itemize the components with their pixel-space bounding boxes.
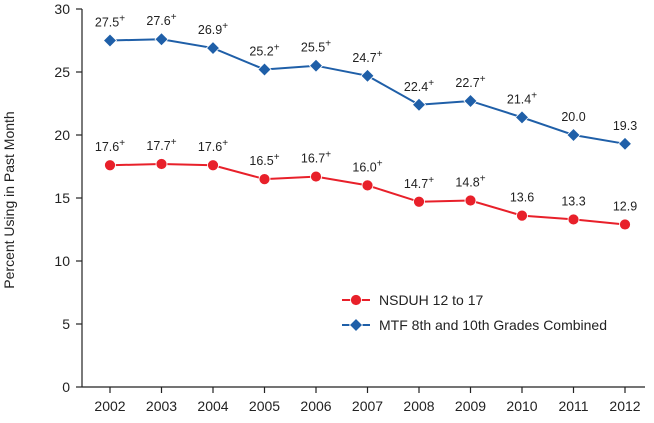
x-tick-label: 2008	[403, 398, 434, 414]
legend: NSDUH 12 to 17 MTF 8th and 10th Grades Co…	[342, 292, 607, 333]
y-tick-label: 25	[54, 64, 70, 80]
data-point	[411, 97, 427, 112]
x-tick-label: 2011	[558, 398, 588, 414]
data-label: 16.7+	[301, 150, 331, 166]
x-tick-label: 2002	[94, 398, 125, 414]
legend-item: MTF 8th and 10th Grades Combined	[342, 317, 607, 333]
data-point	[308, 58, 324, 73]
data-point	[463, 93, 478, 109]
legend-item: NSDUH 12 to 17	[342, 292, 483, 308]
data-point	[155, 158, 168, 170]
y-tick-label: 5	[62, 316, 70, 332]
y-tick-label: 30	[54, 1, 70, 17]
data-label: 16.0+	[352, 158, 382, 174]
data-point	[566, 127, 581, 143]
data-label: 17.6+	[95, 138, 125, 154]
y-tick-label: 10	[54, 253, 70, 269]
data-label: 26.9+	[198, 21, 228, 37]
legend-marker	[348, 317, 364, 333]
data-label: 12.9	[613, 199, 637, 213]
y-tick-label: 20	[54, 127, 70, 143]
data-label: 19.3	[613, 119, 637, 133]
data-label: 17.7+	[146, 137, 176, 153]
data-point	[361, 179, 374, 192]
data-point	[207, 159, 219, 172]
data-point	[413, 195, 425, 208]
series-nsduh	[104, 158, 631, 231]
data-label: 14.7+	[404, 175, 434, 191]
data-label: 13.3	[561, 194, 585, 208]
x-tick-label: 2012	[609, 398, 640, 414]
data-point	[205, 40, 221, 56]
data-point	[102, 33, 118, 48]
data-label: 24.7+	[352, 49, 382, 65]
series-layer	[102, 32, 633, 231]
data-label: 22.4+	[404, 78, 434, 94]
legend-label: NSDUH 12 to 17	[379, 292, 483, 308]
data-point	[516, 209, 528, 222]
data-point	[258, 173, 271, 186]
data-point	[464, 194, 477, 207]
data-labels-layer: 17.6+ 17.7+ 17.6+ 16.5+ 16.7+ 16.0+ 14.7+ 14.8+…	[95, 12, 637, 213]
data-point	[619, 218, 631, 231]
data-label: 25.2+	[249, 42, 279, 58]
x-tick-label: 2004	[197, 398, 228, 414]
y-tick-label: 0	[62, 379, 70, 395]
data-point	[310, 170, 322, 183]
data-point	[617, 136, 633, 151]
legend-label: MTF 8th and 10th Grades Combined	[379, 317, 607, 333]
axes: 0 5 10 15 20 25 30 2002 2003 2004 2005 2006 2007 2008…	[54, 1, 645, 414]
legend-marker	[350, 294, 362, 306]
x-tick-label: 2006	[300, 398, 331, 414]
data-point	[104, 159, 116, 172]
data-label: 27.5+	[95, 14, 125, 30]
data-point	[257, 62, 272, 77]
y-axis-title: Percent Using in Past Month	[1, 111, 17, 288]
x-tick-label: 2003	[146, 398, 177, 414]
data-label: 13.6	[510, 191, 534, 205]
data-label: 14.8+	[455, 174, 485, 190]
data-label: 22.7+	[455, 74, 485, 90]
data-label: 16.5+	[249, 152, 279, 168]
data-label: 25.5+	[301, 39, 331, 55]
data-label: 27.6+	[146, 12, 176, 28]
data-point	[567, 213, 580, 226]
data-label: 21.4+	[507, 90, 537, 106]
x-tick-label: 2010	[506, 398, 537, 414]
series-mtf	[102, 32, 633, 151]
data-label: 20.0	[561, 110, 585, 124]
data-label: 17.6+	[198, 138, 228, 154]
y-tick-label: 15	[54, 190, 70, 206]
data-point	[514, 110, 530, 125]
data-point	[360, 68, 375, 83]
x-tick-label: 2005	[249, 398, 280, 414]
x-tick-label: 2009	[455, 398, 486, 414]
x-tick-label: 2007	[352, 398, 383, 414]
data-point	[154, 32, 169, 47]
